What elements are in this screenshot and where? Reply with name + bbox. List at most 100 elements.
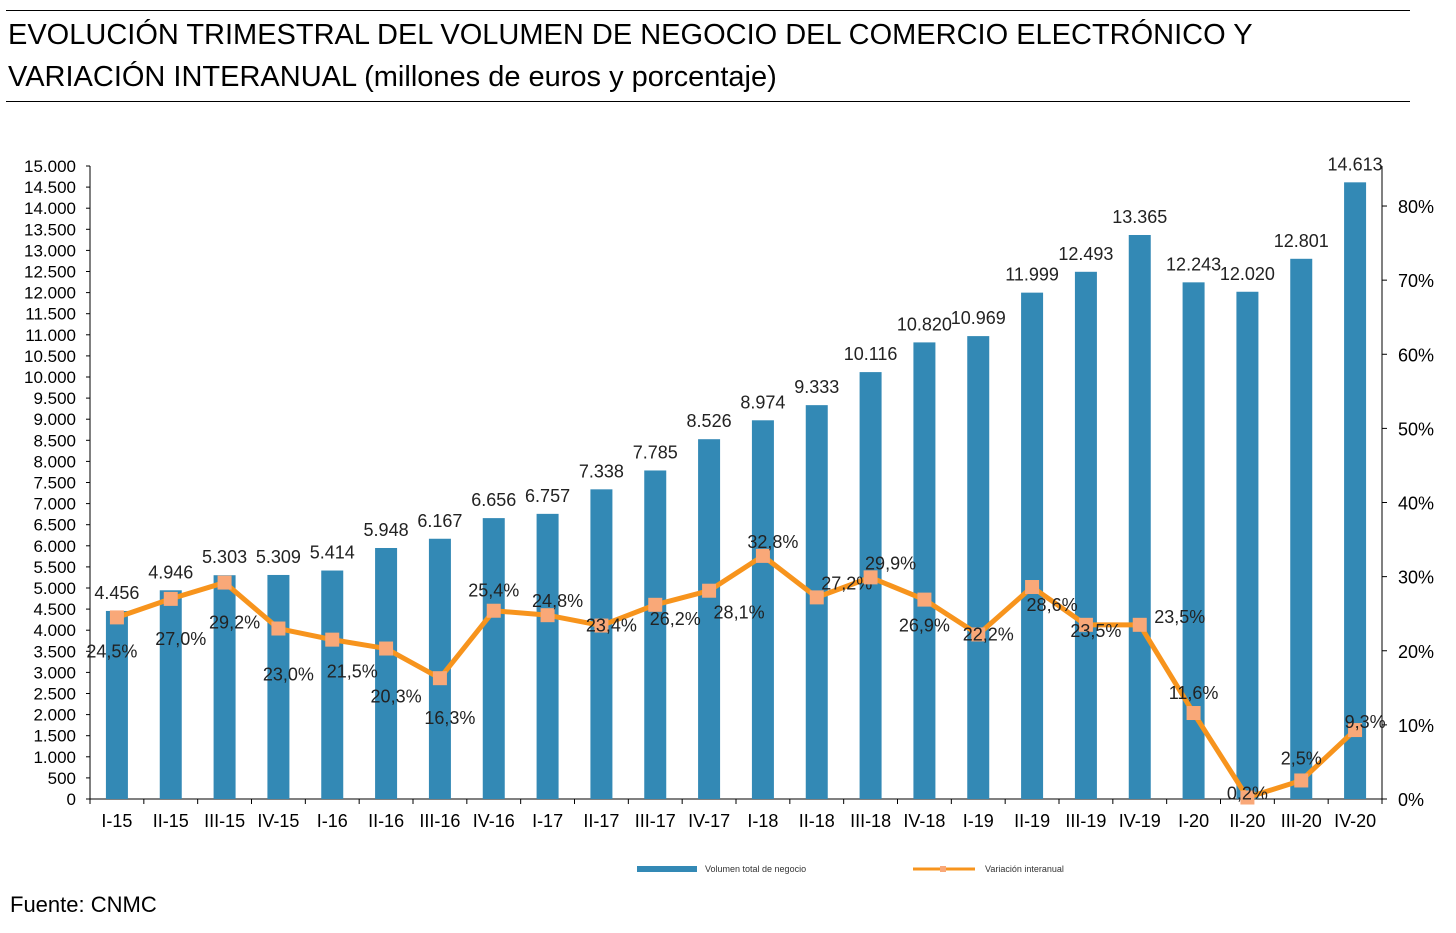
variation-value-label: 25,4%	[468, 581, 519, 601]
bar-III-17	[644, 470, 667, 799]
bar-value-label: 12.243	[1166, 254, 1221, 274]
left-axis-tick-label: 7.500	[33, 474, 76, 493]
x-axis-tick-label: I-19	[963, 811, 994, 831]
legend-swatch-marker	[940, 866, 946, 872]
variation-marker	[109, 610, 124, 625]
variation-marker	[540, 608, 555, 623]
x-axis-tick-label: I-18	[747, 811, 778, 831]
right-axis-tick-label: 30%	[1398, 568, 1434, 588]
left-axis-tick-label: 5.000	[33, 579, 76, 598]
bar-I-17	[536, 513, 559, 799]
title-line-1: EVOLUCIÓN TRIMESTRAL DEL VOLUMEN DE NEGO…	[8, 19, 1253, 51]
left-axis-tick-label: 10.000	[24, 368, 76, 387]
right-axis-tick-label: 80%	[1398, 197, 1434, 217]
variation-value-label: 21,5%	[327, 662, 378, 682]
left-axis-tick-label: 9.000	[33, 410, 76, 429]
left-axis-tick-label: 6.500	[33, 516, 76, 535]
source-note: Fuente: CNMC	[10, 892, 157, 917]
x-axis-tick-label: IV-15	[257, 811, 299, 831]
x-axis-tick-label: III-15	[204, 811, 245, 831]
left-axis-tick-label: 9.500	[33, 389, 76, 408]
bar-value-label: 6.656	[471, 490, 516, 510]
variation-value-label: 9,3%	[1345, 712, 1386, 732]
bar-III-15	[213, 575, 236, 799]
left-axis-tick-label: 8.000	[33, 452, 76, 471]
legend-label-line: Variación interanual	[985, 864, 1064, 874]
variation-marker	[325, 632, 340, 647]
variation-marker	[1186, 706, 1201, 721]
x-axis-tick-label: I-20	[1178, 811, 1209, 831]
legend-swatch-bar	[637, 866, 697, 872]
variation-value-label: 2,5%	[1281, 748, 1322, 768]
top-rule	[6, 10, 1410, 11]
bar-III-19	[1074, 271, 1097, 799]
x-axis-tick-label: IV-18	[903, 811, 945, 831]
variation-value-label: 29,9%	[865, 553, 916, 573]
bar-value-label: 14.613	[1328, 154, 1383, 174]
x-axis-tick-label: I-17	[532, 811, 563, 831]
x-axis-tick-label: III-20	[1281, 811, 1322, 831]
bar-value-label: 10.116	[844, 344, 898, 364]
left-axis-tick-label: 0	[67, 790, 76, 809]
bar-value-label: 12.020	[1220, 264, 1275, 284]
variation-marker	[1132, 617, 1147, 632]
right-axis-tick-label: 10%	[1398, 716, 1434, 736]
left-axis-tick-label: 8.500	[33, 431, 76, 450]
bar-IV-19	[1128, 234, 1151, 799]
x-axis-tick-label: III-18	[850, 811, 891, 831]
variation-marker	[217, 575, 232, 590]
x-axis-tick-label: II-17	[583, 811, 619, 831]
variation-value-label: 27,2%	[821, 573, 872, 593]
left-axis-tick-label: 12.500	[24, 263, 76, 282]
bar-value-label: 4.946	[148, 562, 193, 582]
bar-value-label: 4.456	[94, 583, 139, 603]
bar-value-label: 8.974	[740, 392, 785, 412]
bar-value-label: 5.948	[364, 520, 409, 540]
variation-marker	[486, 603, 501, 618]
x-axis-tick-label: II-15	[153, 811, 189, 831]
bar-value-label: 5.303	[202, 547, 247, 567]
x-axis-tick-label: III-19	[1065, 811, 1106, 831]
bar-I-15	[105, 610, 128, 799]
variation-line	[116, 553, 1357, 801]
variation-marker	[1348, 723, 1363, 738]
x-axis-tick-label: II-18	[799, 811, 835, 831]
right-axis-tick-label: 50%	[1398, 419, 1434, 439]
bar-III-18	[859, 372, 882, 799]
x-axis-tick-label: III-17	[635, 811, 676, 831]
left-axis-tick-label: 15.000	[24, 157, 76, 176]
right-axis-tick-label: 70%	[1398, 271, 1434, 291]
left-axis-tick-label: 5.500	[33, 558, 76, 577]
x-axis-tick-label: II-16	[368, 811, 404, 831]
bar-value-label: 7.785	[633, 442, 678, 462]
bar-value-label: 7.338	[579, 461, 624, 481]
x-axis-tick-label: IV-16	[473, 811, 515, 831]
bar-value-label: 8.526	[687, 411, 732, 431]
left-axis-tick-label: 14.500	[24, 178, 76, 197]
variation-marker	[379, 641, 394, 656]
x-axis-tick-label: IV-19	[1119, 811, 1161, 831]
bar-IV-16	[482, 518, 505, 799]
x-axis-tick-label: III-16	[419, 811, 460, 831]
left-axis-tick-label: 2.500	[33, 685, 76, 704]
variation-value-label: 24,5%	[86, 641, 137, 661]
bar-value-label: 10.969	[951, 308, 1006, 328]
right-axis-tick-label: 60%	[1398, 345, 1434, 365]
variation-marker	[432, 671, 447, 686]
bar-value-label: 12.493	[1058, 244, 1113, 264]
variation-marker	[271, 621, 286, 636]
left-axis-tick-label: 3.000	[33, 663, 76, 682]
variation-value-label: 27,0%	[155, 629, 206, 649]
left-axis-tick-label: 13.500	[24, 220, 76, 239]
variation-value-label: 28,1%	[714, 603, 765, 623]
right-axis-tick-label: 0%	[1398, 790, 1424, 810]
variation-value-label: 26,9%	[899, 616, 950, 636]
variation-marker	[702, 583, 717, 598]
left-axis-tick-label: 4.500	[33, 600, 76, 619]
variation-value-label: 0,2%	[1227, 784, 1268, 804]
bar-II-15	[159, 590, 182, 799]
bar-value-label: 6.167	[417, 511, 462, 531]
bar-IV-18	[913, 342, 936, 799]
variation-marker	[1078, 617, 1093, 632]
